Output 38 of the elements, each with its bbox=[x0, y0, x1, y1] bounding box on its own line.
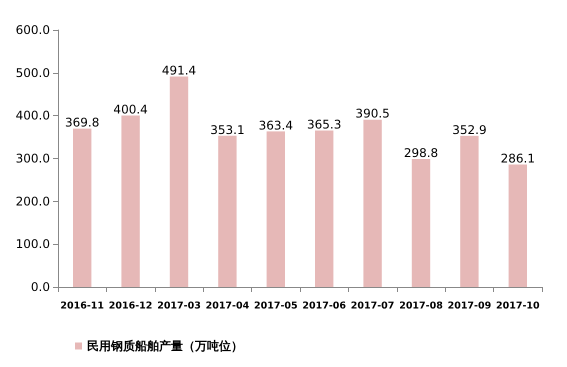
x-tick-label: 2017-08 bbox=[399, 300, 444, 312]
bar bbox=[315, 130, 334, 287]
x-tick-label: 2017-03 bbox=[157, 300, 201, 312]
bar bbox=[170, 76, 188, 287]
bar bbox=[218, 136, 237, 287]
data-label: 390.5 bbox=[355, 106, 390, 121]
y-tick-label: 600.0 bbox=[16, 23, 50, 37]
bar bbox=[266, 131, 285, 287]
data-label: 365.3 bbox=[307, 118, 342, 132]
y-tick-label: 0.0 bbox=[30, 280, 50, 294]
x-tick-label: 2017-09 bbox=[448, 300, 492, 312]
data-label: 352.9 bbox=[452, 122, 487, 137]
data-label: 298.8 bbox=[404, 146, 438, 160]
y-tick-label: 400.0 bbox=[16, 108, 50, 123]
x-tick-label: 2017-05 bbox=[254, 300, 298, 312]
bar bbox=[508, 164, 527, 287]
bar bbox=[460, 136, 479, 287]
x-tick-label: 2017-10 bbox=[496, 300, 540, 312]
x-tick-label: 2016-11 bbox=[60, 300, 104, 312]
x-tick-label: 2017-04 bbox=[206, 300, 250, 312]
y-tick-label: 200.0 bbox=[16, 194, 50, 208]
data-label: 363.4 bbox=[258, 118, 293, 132]
y-tick-label: 100.0 bbox=[16, 237, 50, 252]
bar bbox=[363, 120, 382, 287]
x-tick-label: 2016-12 bbox=[108, 300, 152, 312]
bar bbox=[412, 159, 430, 287]
data-label: 369.8 bbox=[65, 116, 100, 130]
bar bbox=[121, 115, 140, 287]
y-tick-label: 500.0 bbox=[16, 66, 50, 80]
bar bbox=[73, 128, 92, 287]
legend-label: 民用钢质船舶产量（万吨位） bbox=[87, 339, 243, 353]
y-tick-label: 300.0 bbox=[16, 152, 50, 166]
data-label: 491.4 bbox=[162, 64, 196, 78]
data-label: 353.1 bbox=[210, 122, 245, 137]
data-label: 286.1 bbox=[500, 151, 535, 166]
data-label: 400.4 bbox=[113, 102, 148, 116]
x-tick-label: 2017-07 bbox=[350, 300, 394, 312]
x-tick-label: 2017-06 bbox=[302, 300, 346, 312]
